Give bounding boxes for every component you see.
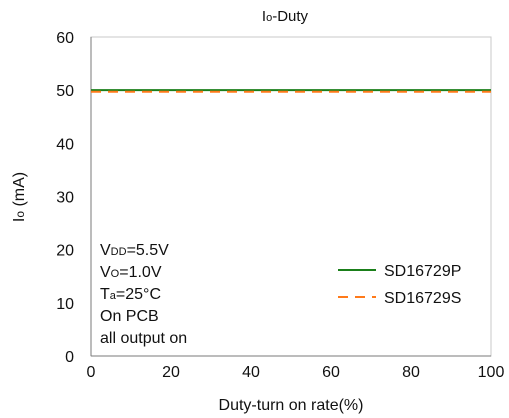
condition-annotations: VDD=5.5V VO=1.0V Ta=25°C On PCB all outp… <box>100 242 187 347</box>
annotation-vo-main: V <box>100 264 111 281</box>
series-layer <box>91 89 491 93</box>
x-tick-label: 100 <box>478 364 505 381</box>
chart-title: Io-Duty <box>262 8 309 25</box>
annotation-vo-tail: =1.0V <box>119 264 162 281</box>
annotation-vdd-main: V <box>100 242 111 259</box>
y-axis-label-tail: (mA) <box>11 172 28 211</box>
y-tick-label: 0 <box>65 349 74 366</box>
y-axis-label: Io (mA) <box>11 172 28 222</box>
annotation-ta-main: T <box>100 286 110 303</box>
x-tick-label: 20 <box>162 364 180 381</box>
x-axis-label: Duty-turn on rate(%) <box>219 397 364 414</box>
y-tick-label: 50 <box>56 83 74 100</box>
x-tick-label: 60 <box>322 364 340 381</box>
annotation-vdd: VDD=5.5V <box>100 242 169 259</box>
annotation-ta: Ta=25°C <box>100 286 161 303</box>
y-tick-label: 20 <box>56 243 74 260</box>
annotation-vo-subscript: O <box>111 268 120 280</box>
y-axis-label-main: I <box>11 218 28 222</box>
x-tick-label: 0 <box>87 364 96 381</box>
annotation-vo: VO=1.0V <box>100 264 162 281</box>
y-tick-label: 10 <box>56 296 74 313</box>
x-tick-label: 40 <box>242 364 260 381</box>
y-tick-label: 40 <box>56 136 74 153</box>
chart-title-subscript: o <box>266 12 272 24</box>
annotation-all-output-on: all output on <box>100 330 187 347</box>
chart-title-tail: -Duty <box>272 8 308 25</box>
chart-title-main: I <box>262 8 266 25</box>
annotation-vdd-tail: =5.5V <box>127 242 170 259</box>
legend-label-sd16729s: SD16729S <box>384 290 461 307</box>
tick-label-layer: 0 20 40 60 80 100 0 10 20 30 40 50 60 <box>56 30 504 381</box>
y-tick-label: 30 <box>56 190 74 207</box>
annotation-vdd-subscript: DD <box>111 246 127 258</box>
chart-legend: SD16729P SD16729S <box>338 263 461 307</box>
annotation-on-pcb: On PCB <box>100 308 159 325</box>
x-tick-label: 80 <box>402 364 420 381</box>
y-tick-label: 60 <box>56 30 74 47</box>
annotation-ta-subscript: a <box>110 290 117 302</box>
y-axis-label-subscript: o <box>13 211 27 218</box>
legend-label-sd16729p: SD16729P <box>384 263 461 280</box>
annotation-ta-tail: =25°C <box>116 286 161 303</box>
